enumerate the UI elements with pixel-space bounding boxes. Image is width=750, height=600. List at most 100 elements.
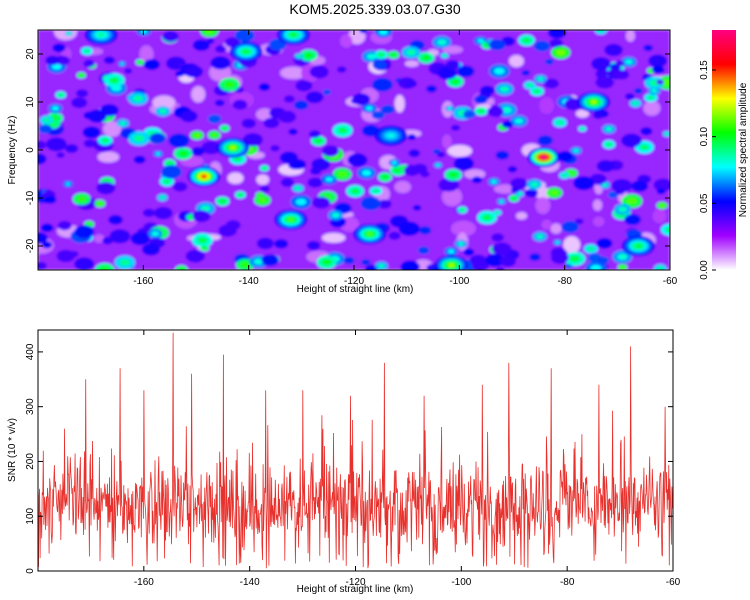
- heatmap-cell: [57, 221, 72, 231]
- heatmap-cell: [525, 188, 538, 198]
- y-tick-label: 100: [25, 507, 36, 524]
- heatmap-cell: [493, 209, 502, 216]
- heatmap-cell: [418, 226, 432, 235]
- heatmap-hotspot: [277, 30, 310, 45]
- heatmap-cell: [614, 69, 629, 80]
- heatmap-cell: [332, 123, 353, 137]
- heatmap-cell: [143, 59, 160, 70]
- heatmap-cell: [535, 197, 550, 214]
- heatmap-cell: [643, 44, 653, 51]
- heatmap-cell: [63, 180, 73, 188]
- heatmap-cell: [168, 133, 190, 148]
- heatmap-cell: [602, 140, 616, 149]
- y-tick-label: -10: [25, 190, 36, 205]
- heatmap-cell: [611, 179, 632, 193]
- heatmap-cell: [497, 198, 506, 205]
- heatmap-cell: [447, 145, 472, 157]
- heatmap-cell: [489, 64, 510, 78]
- heatmap-cell: [596, 160, 615, 172]
- heatmap-cell: [442, 45, 463, 54]
- heatmap-cell: [578, 126, 587, 132]
- heatmap-hotspot: [435, 255, 468, 270]
- heatmap-cell: [270, 145, 280, 152]
- heatmap-cell: [310, 167, 322, 175]
- heatmap-cell: [192, 39, 210, 51]
- heatmap-cell: [593, 111, 605, 119]
- heatmap-cell: [561, 221, 579, 233]
- heatmap-cell: [445, 105, 455, 112]
- snr-panel: -160 -140 -120 -100 -80 -60 0 100 200 300 400 Hei…: [7, 329, 681, 595]
- heatmap-cell: [371, 110, 385, 120]
- heatmap-cell: [550, 223, 562, 234]
- heatmap-cell: [537, 135, 553, 146]
- heatmap-cell: [480, 85, 495, 96]
- heatmap-cell: [232, 99, 248, 110]
- heatmap-cell: [509, 55, 524, 68]
- heatmap-cell: [94, 200, 106, 208]
- heatmap-cell: [201, 141, 222, 155]
- heatmap-cell: [413, 205, 421, 211]
- heatmap-cell: [516, 212, 527, 220]
- heatmap-x-axis: -160 -140 -120 -100 -80 -60: [133, 30, 678, 287]
- y-tick-label: -20: [25, 238, 36, 253]
- x-tick-label: -140: [239, 276, 259, 287]
- heatmap-cell: [542, 220, 552, 229]
- heatmap-cell: [378, 172, 392, 182]
- heatmap-cell: [192, 210, 211, 222]
- x-tick-label: -100: [451, 577, 471, 588]
- heatmap-cell: [137, 30, 151, 36]
- heatmap-cell: [227, 172, 244, 184]
- heatmap-cell: [278, 110, 296, 123]
- heatmap-cell: [548, 30, 567, 39]
- x-tick-label: -140: [240, 577, 260, 588]
- heatmap-cell: [407, 134, 416, 140]
- heatmap-hotspot: [216, 137, 250, 158]
- heatmap-cell: [72, 193, 91, 205]
- heatmap-cell: [653, 178, 670, 192]
- heatmap-cell: [553, 239, 562, 246]
- heatmap-cell: [219, 125, 230, 132]
- heatmap-cell: [463, 248, 475, 256]
- y-tick-label: 200: [25, 453, 36, 470]
- heatmap-cell: [143, 208, 156, 217]
- heatmap-cell: [55, 91, 66, 99]
- heatmap-cell: [529, 253, 541, 261]
- heatmap-cell: [604, 43, 623, 57]
- heatmap-cell: [575, 218, 584, 225]
- heatmap-cell: [643, 101, 661, 116]
- heatmap-cell: [523, 81, 536, 90]
- heatmap-cell: [576, 109, 589, 118]
- heatmap-cell: [71, 97, 88, 108]
- colorbar-tick-label: 0.15: [699, 60, 710, 80]
- heatmap-cell: [494, 184, 517, 194]
- heatmap-cell: [437, 152, 446, 158]
- heatmap-cell: [280, 67, 306, 79]
- heatmap-cell: [474, 95, 488, 104]
- heatmap-cell: [432, 36, 451, 49]
- heatmap-cell: [40, 115, 54, 125]
- colorbar-gradient: [712, 30, 736, 270]
- heatmap-cell: [377, 199, 392, 209]
- heatmap-cell: [118, 61, 126, 67]
- heatmap-cell: [398, 221, 420, 236]
- heatmap-cell: [215, 99, 225, 107]
- heatmap-cell: [307, 241, 321, 250]
- heatmap-cell: [76, 72, 86, 79]
- heatmap-cell: [44, 195, 57, 204]
- heatmap-cell: [346, 185, 364, 197]
- x-tick-label: -100: [449, 276, 469, 287]
- heatmap-cell: [365, 264, 378, 270]
- heatmap-cell: [508, 194, 520, 202]
- heatmap-cell: [624, 214, 641, 226]
- heatmap-cell: [200, 245, 210, 252]
- heatmap-cell: [369, 186, 383, 196]
- colorbar-label: Normalized spectral amplitude: [738, 82, 749, 217]
- heatmap-cell: [328, 210, 344, 221]
- heatmap-cell: [97, 135, 113, 146]
- heatmap-cell: [154, 207, 173, 220]
- x-tick-label: -80: [557, 276, 572, 287]
- heatmap-cell: [495, 150, 509, 160]
- heatmap-cell: [316, 255, 337, 269]
- heatmap-cell: [394, 181, 411, 193]
- heatmap-cell: [133, 155, 146, 164]
